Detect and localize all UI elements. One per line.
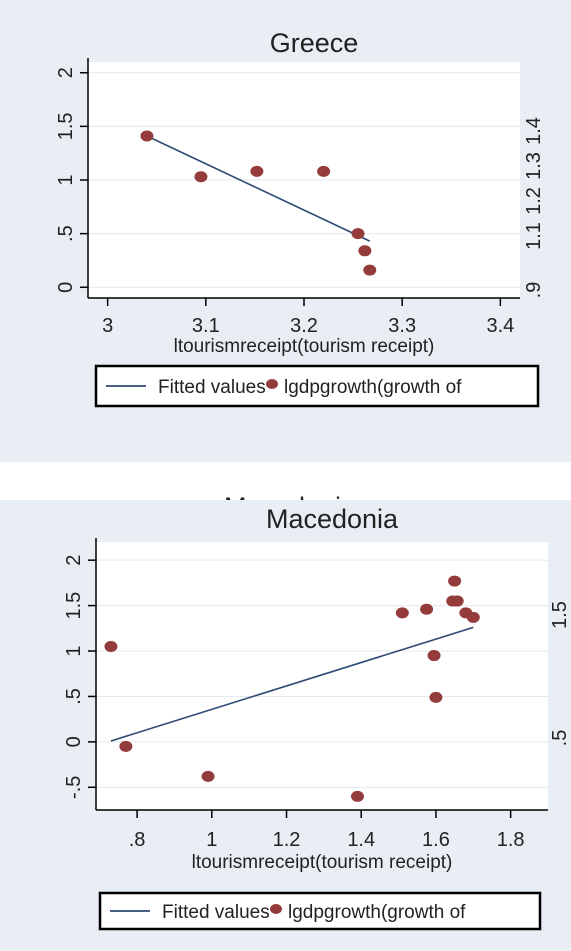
x-tick-label: .8 — [129, 829, 146, 851]
x-tick-label: 1.6 — [422, 829, 450, 851]
cut-off-caption: Macedonia — [224, 492, 357, 500]
data-point — [350, 790, 364, 802]
y-tick-label: 2 — [63, 555, 85, 566]
data-point — [395, 607, 409, 619]
secondary-y-tick-label: 1.2 — [523, 187, 545, 215]
y-tick-label: 1.5 — [55, 112, 77, 140]
macedonia-scatter-plot: Macedonia -.5 0 .5 1 1.5 2 .8 1 1.2 1.4 1.6 1.8 ltour… — [63, 504, 571, 931]
data-point — [358, 245, 372, 257]
chart-title: Greece — [270, 28, 359, 58]
x-tick-label: 3.2 — [290, 315, 318, 337]
greece-scatter-plot: Greece 0 .5 1 1.5 2 3 3.1 3.2 3.3 3.4 ltourismrecei… — [55, 28, 545, 408]
x-tick-label: 1 — [206, 829, 217, 851]
y-tick-label: 2 — [55, 67, 77, 78]
secondary-y-tick-label: 1.3 — [523, 152, 545, 180]
y-tick-label: 0 — [63, 736, 85, 747]
data-point — [201, 770, 215, 782]
data-point — [351, 228, 365, 240]
chart-title: Macedonia — [266, 504, 399, 534]
x-tick-label: 3.3 — [388, 315, 416, 337]
legend-label-series: lgdpgrowth(growth of — [284, 377, 462, 398]
legend-label-fitted: Fitted values — [158, 377, 266, 398]
data-point — [104, 640, 118, 652]
data-point — [466, 611, 480, 623]
x-tick-label: 1.8 — [497, 829, 525, 851]
x-tick-label: 1.4 — [347, 829, 375, 851]
fitted-values-line — [146, 135, 371, 242]
greece-chart-panel: Greece 0 .5 1 1.5 2 3 3.1 3.2 3.3 3.4 ltourismrecei… — [0, 0, 571, 462]
secondary-y-tick-label: 1.4 — [523, 117, 545, 145]
legend-label-fitted: Fitted values — [162, 902, 270, 923]
fitted-values-line — [110, 626, 474, 742]
data-point — [363, 264, 377, 276]
secondary-y-tick-label: .9 — [523, 282, 545, 299]
y-tick-label: .5 — [55, 225, 77, 242]
x-tick-label: 1.2 — [273, 829, 301, 851]
legend-label-series: lgdpgrowth(growth of — [288, 902, 466, 923]
legend-marker-swatch — [266, 379, 278, 389]
y-tick-label: 0 — [55, 282, 77, 293]
data-point — [429, 691, 443, 703]
y-tick-label: 1 — [63, 645, 85, 656]
x-tick-label: 3.1 — [192, 315, 220, 337]
plot-area — [96, 542, 548, 810]
data-point — [427, 650, 441, 662]
data-point — [119, 740, 133, 752]
legend-marker-swatch — [270, 904, 282, 914]
secondary-y-tick-label: 1.1 — [523, 222, 545, 250]
y-tick-label: 1.5 — [63, 592, 85, 620]
legend-box — [94, 364, 540, 408]
data-point — [420, 603, 434, 615]
legend-box — [98, 891, 542, 931]
data-point — [194, 171, 208, 183]
data-point — [448, 575, 462, 587]
x-tick-label: 3.4 — [486, 315, 514, 337]
data-point — [317, 165, 331, 177]
data-point — [250, 165, 264, 177]
x-axis-label: ltourismreceipt(tourism receipt) — [192, 852, 453, 873]
secondary-y-tick-label: 1.5 — [549, 601, 571, 629]
y-tick-label: 1 — [55, 174, 77, 185]
panel-separator: Macedonia — [0, 462, 571, 500]
x-axis-label: ltourismreceipt(tourism receipt) — [174, 336, 435, 357]
y-tick-label: .5 — [63, 688, 85, 705]
macedonia-chart-panel: Macedonia -.5 0 .5 1 1.5 2 .8 1 1.2 1.4 1.6 1.8 ltour… — [0, 500, 571, 951]
data-point — [140, 130, 154, 142]
secondary-y-tick-label: .5 — [549, 730, 571, 747]
y-tick-label: -.5 — [63, 776, 85, 799]
x-tick-label: 3 — [102, 315, 113, 337]
data-point — [450, 595, 464, 607]
